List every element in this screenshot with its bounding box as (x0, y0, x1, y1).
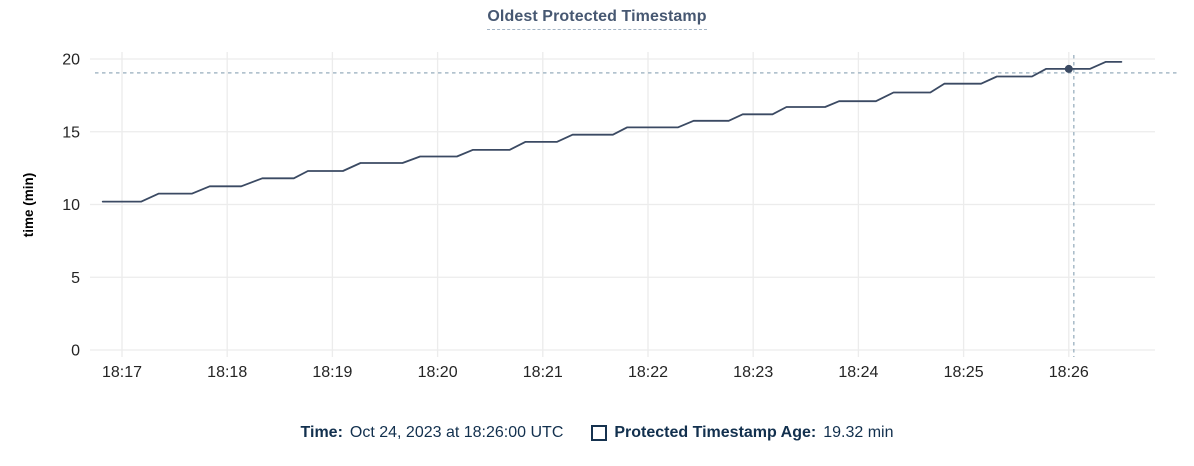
x-tick-label: 18:23 (733, 364, 773, 381)
time-label: Time: (300, 424, 343, 441)
gridlines (90, 52, 1155, 357)
chart-title[interactable]: Oldest Protected Timestamp (487, 8, 707, 30)
y-tick-label: 10 (62, 197, 80, 214)
series-value: 19.32 min (823, 424, 894, 441)
chart-header: Oldest Protected Timestamp (0, 8, 1194, 30)
x-tick-label: 18:17 (102, 364, 142, 381)
hover-legend: Time: Oct 24, 2023 at 18:26:00 UTC Prote… (0, 424, 1194, 442)
x-tick-label: 18:22 (628, 364, 668, 381)
y-tick-label: 0 (71, 343, 80, 360)
legend-checkbox[interactable] (591, 425, 608, 441)
x-tick-label: 18:21 (523, 364, 563, 381)
x-tick-label: 18:18 (207, 364, 247, 381)
legend-item-protected-timestamp-age: Protected Timestamp Age: 19.32 min (591, 424, 893, 442)
y-tick-label: 20 (62, 52, 80, 69)
y-axis-labels: 0 5 10 15 20 (62, 52, 80, 360)
timeseries-chart[interactable]: 18:17 18:18 18:19 18:20 18:21 18:22 18:23 18:24… (0, 0, 1194, 400)
y-tick-label: 15 (62, 124, 80, 141)
series-label: Protected Timestamp Age: (614, 424, 817, 441)
plot-hover-area[interactable] (90, 52, 1155, 350)
data-point-marker (1064, 64, 1073, 73)
x-tick-label: 18:26 (1049, 364, 1089, 381)
y-axis-title: time (min) (21, 173, 36, 238)
x-axis-labels: 18:17 18:18 18:19 18:20 18:21 18:22 18:23 18:24… (102, 364, 1089, 381)
y-tick-label: 5 (71, 270, 80, 287)
x-tick-label: 18:25 (944, 364, 984, 381)
x-tick-label: 18:24 (838, 364, 878, 381)
series-line-protected-timestamp-age (101, 61, 1123, 203)
time-value: Oct 24, 2023 at 18:26:00 UTC (349, 424, 564, 441)
x-tick-label: 18:20 (418, 364, 458, 381)
x-tick-label: 18:19 (312, 364, 352, 381)
